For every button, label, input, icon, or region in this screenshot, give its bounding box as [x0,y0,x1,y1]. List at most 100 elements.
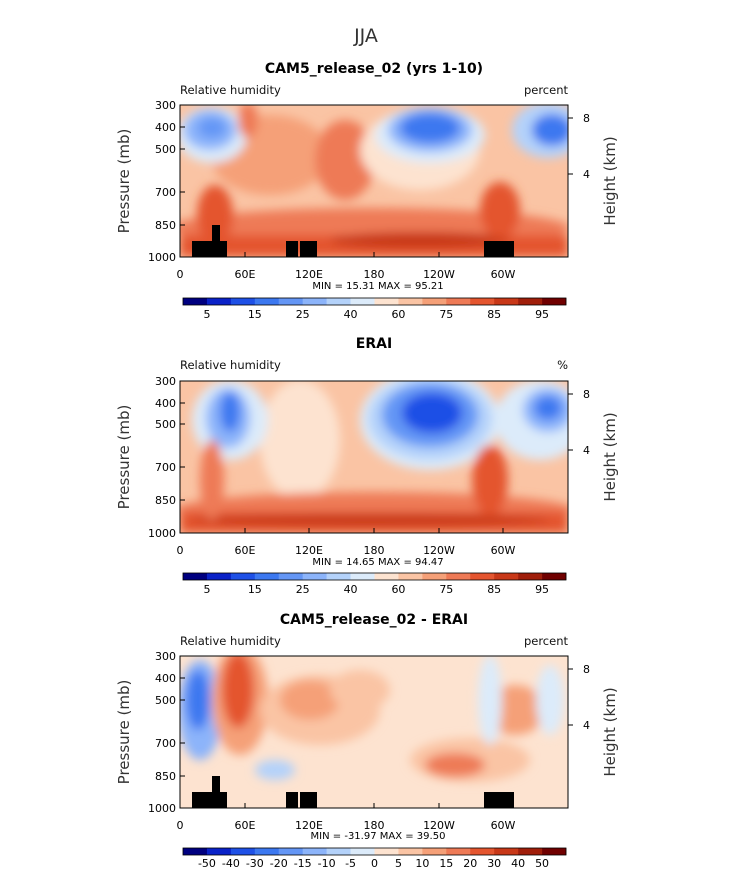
colorbar-label: 85 [487,583,501,596]
colorbar-label: 20 [463,857,477,870]
colorbar-label: -5 [345,857,356,870]
y2-tick: 4 [583,444,590,457]
min-max-stats: MIN = 15.31 MAX = 95.21 [312,281,443,292]
panel-title: CAM5_release_02 - ERAI [280,612,468,628]
colorbar-swatch [470,573,495,580]
colorbar-label: 60 [391,308,405,321]
y-tick: 300 [155,99,176,112]
colorbar: 5 15 25 40 60 75 85 95 [182,297,567,321]
colorbar-label: -15 [294,857,312,870]
contour-field [180,381,568,533]
x-tick: 120E [295,819,323,832]
x-tick: 60W [491,819,516,832]
colorbar-label: -50 [198,857,216,870]
y2-tick: 4 [583,168,590,181]
x-tick: 180 [364,819,385,832]
colorbar-swatch [254,848,280,855]
colorbar-swatch [494,573,519,580]
y-axis-label: Pressure (mb) [115,405,133,510]
colorbar-frame [182,572,567,581]
y-tick: 1000 [148,527,176,540]
colorbar-swatch [302,848,327,855]
colorbar-label: 40 [344,583,358,596]
colorbar-swatch [446,298,471,305]
colorbar-swatch [542,298,567,305]
y-tick: 850 [155,219,176,232]
colorbar-swatch [542,848,567,855]
units-label: percent [524,83,569,97]
min-max-stats: MIN = -31.97 MAX = 39.50 [311,831,446,842]
colorbar-swatch [374,848,399,855]
panel-cam5: CAM5_release_02 (yrs 1-10) Relative humi… [115,61,619,321]
colorbar-swatch [326,848,351,855]
y-tick: 500 [155,418,176,431]
y-tick: 400 [155,672,176,685]
y-tick: 1000 [148,802,176,815]
colorbar-label: 95 [535,583,549,596]
x-tick: 60E [235,544,256,557]
y2-tick: 4 [583,719,590,732]
colorbar-swatch [398,298,423,305]
y2-axis-label: Height (km) [601,412,619,501]
panel-erai: ERAI Relative humidity % [115,336,619,596]
variable-label: Relative humidity [180,83,281,97]
colorbar-label: 25 [296,308,310,321]
colorbar-swatch [183,573,208,580]
colorbar-swatch [350,573,375,580]
colorbar-label: 5 [203,308,210,321]
colorbar-swatch [230,298,256,305]
y2-tick: 8 [583,112,590,125]
colorbar-label: 15 [248,583,262,596]
y-tick: 700 [155,186,176,199]
colorbar-label: 75 [439,583,453,596]
colorbar-label: 95 [535,308,549,321]
colorbar-swatch [350,848,375,855]
x-tick: 60W [491,544,516,557]
colorbar-swatch [278,848,303,855]
colorbar-swatch [374,298,399,305]
colorbar-swatch [326,298,351,305]
colorbar-label: 50 [535,857,549,870]
variable-label: Relative humidity [180,358,281,372]
colorbar-swatch [470,298,495,305]
x-tick: 120W [423,544,455,557]
units-label: percent [524,634,569,648]
colorbar-swatch [542,573,567,580]
colorbar-swatch [302,298,327,305]
y-tick: 1000 [148,251,176,264]
colorbar-swatch [278,298,303,305]
y-tick: 500 [155,143,176,156]
y2-axis-label: Height (km) [601,136,619,225]
colorbar-swatch [494,848,519,855]
colorbar-label: 60 [391,583,405,596]
y-axis-label: Pressure (mb) [115,680,133,785]
colorbar-label: 85 [487,308,501,321]
x-tick: 120W [423,819,455,832]
x-tick: 0 [177,819,184,832]
x-tick: 180 [364,268,385,281]
x-tick: 0 [177,268,184,281]
x-tick: 60E [235,819,256,832]
colorbar-swatch [326,573,351,580]
x-tick: 120E [295,544,323,557]
colorbar-label: 15 [439,857,453,870]
colorbar-swatch [422,573,447,580]
min-max-stats: MIN = 14.65 MAX = 94.47 [312,557,443,568]
panel-title: ERAI [356,336,392,352]
colorbar-label: 15 [248,308,262,321]
colorbar-label: 25 [296,583,310,596]
colorbar-label: 10 [415,857,429,870]
colorbar: -50 -40 -30 -20 -15 -10 -5 0 5 10 15 20 30 40 50 [182,847,567,870]
colorbar-swatch [422,298,447,305]
colorbar-label: 5 [203,583,210,596]
colorbar-swatch [278,573,303,580]
units-label: % [557,358,568,372]
y-tick: 850 [155,494,176,507]
colorbar-swatch [374,573,399,580]
colorbar-frame [182,847,567,856]
colorbar-swatch [254,298,280,305]
colorbar-swatch [206,298,232,305]
y2-axis-label: Height (km) [601,687,619,776]
colorbar-swatch [302,573,327,580]
